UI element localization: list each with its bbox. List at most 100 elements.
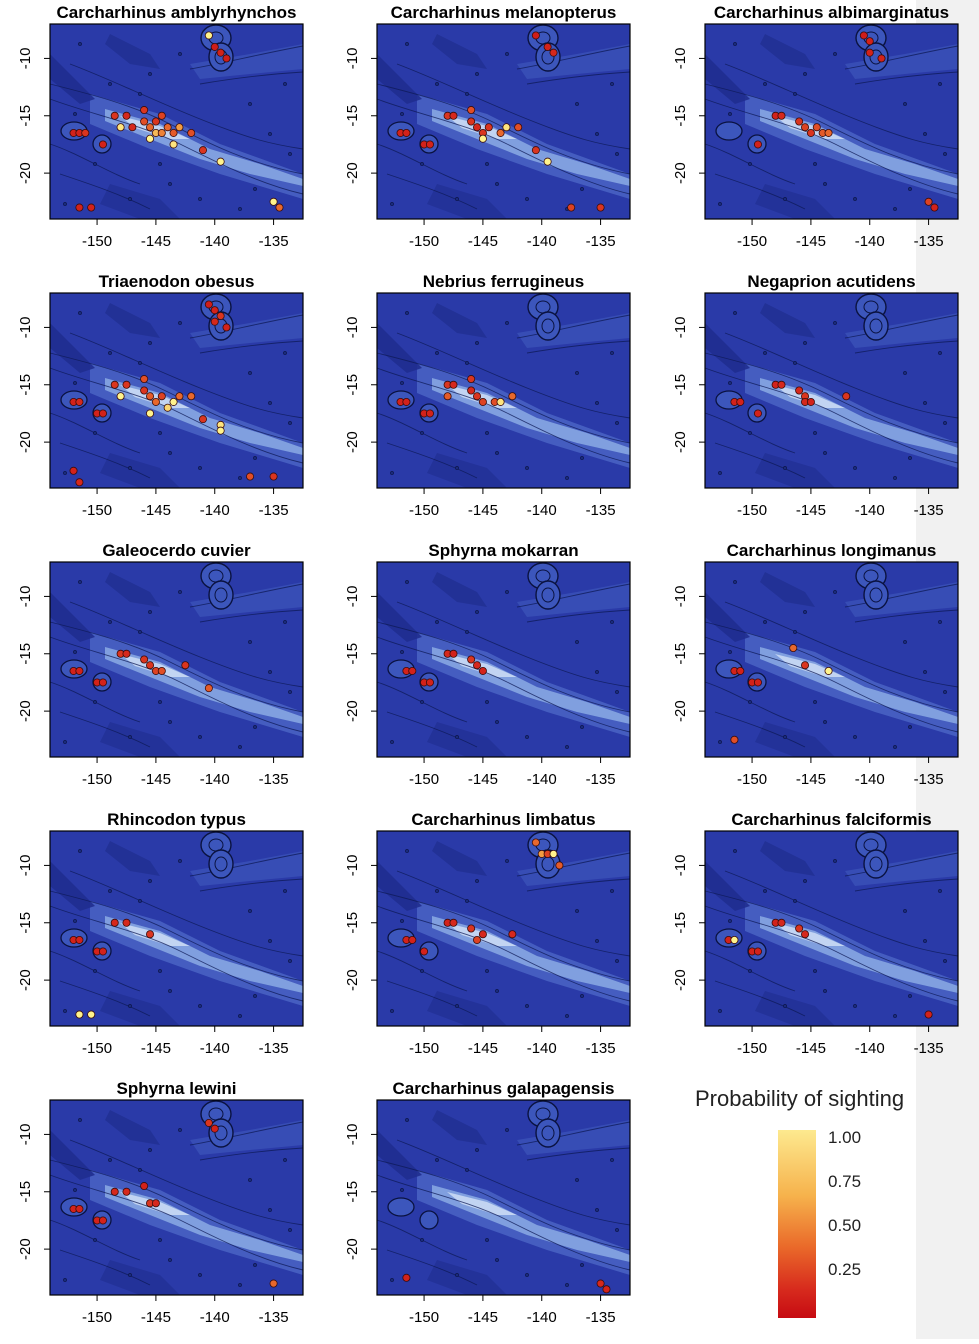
sighting-point bbox=[753, 947, 762, 956]
sighting-point bbox=[801, 123, 810, 132]
x-tick-label: -150 bbox=[409, 1309, 439, 1326]
x-tick-label: -145 bbox=[796, 502, 826, 519]
sighting-point bbox=[87, 1010, 96, 1019]
x-tick-label: -135 bbox=[259, 233, 289, 250]
y-tick-label: -10 bbox=[672, 586, 689, 608]
y-tick-label: -10 bbox=[344, 1124, 361, 1146]
legend-colorbar bbox=[778, 1130, 816, 1318]
sighting-point bbox=[484, 123, 493, 132]
sighting-point bbox=[210, 317, 219, 326]
x-tick-label: -140 bbox=[200, 1309, 230, 1326]
plot-area: Carcharhinus limbatus -150 -145 -140 -135 -10… bbox=[344, 810, 631, 1057]
x-tick-label: -145 bbox=[468, 502, 498, 519]
sighting-point bbox=[508, 392, 517, 401]
sighting-point bbox=[204, 1118, 213, 1127]
sighting-point bbox=[473, 392, 482, 401]
x-tick-label: -145 bbox=[141, 1309, 171, 1326]
sighting-point bbox=[75, 478, 84, 487]
sighting-point bbox=[146, 392, 155, 401]
map-panel: Negaprion acutidens -150 -145 -140 -135 -10 -1… bbox=[655, 269, 975, 537]
y-tick-label: -15 bbox=[672, 374, 689, 396]
map-panel-svg: Galeocerdo cuvier -150 -145 -140 -135 -10 -15 -… bbox=[17, 541, 304, 788]
sighting-point bbox=[496, 397, 505, 406]
sighting-point bbox=[163, 403, 172, 412]
sighting-point bbox=[602, 1285, 611, 1294]
y-tick-label: -15 bbox=[17, 1181, 34, 1203]
sighting-point bbox=[110, 380, 119, 389]
sighting-point bbox=[449, 918, 458, 927]
map-panel: Carcharhinus albimarginatus -150 -145 -140 -… bbox=[655, 0, 975, 268]
sighting-point bbox=[753, 409, 762, 418]
sighting-point bbox=[531, 838, 540, 847]
sighting-point bbox=[777, 918, 786, 927]
sighting-point bbox=[425, 678, 434, 687]
plot-area: Carcharhinus falciformis -150 -145 -140 -135… bbox=[672, 810, 959, 1057]
y-tick-label: -15 bbox=[17, 374, 34, 396]
panel-title: Nebrius ferrugineus bbox=[423, 272, 585, 291]
x-tick-label: -150 bbox=[409, 502, 439, 519]
sighting-point bbox=[924, 197, 933, 206]
sighting-point bbox=[198, 146, 207, 155]
sighting-point bbox=[449, 380, 458, 389]
sighting-point bbox=[98, 409, 107, 418]
sighting-point bbox=[478, 930, 487, 939]
sighting-point bbox=[116, 123, 125, 132]
map-panel: Carcharhinus limbatus -150 -145 -140 -135 -10… bbox=[327, 807, 647, 1075]
sighting-point bbox=[122, 649, 131, 658]
map-panel: Carcharhinus longimanus -150 -145 -140 -135 -… bbox=[655, 538, 975, 806]
x-tick-label: -140 bbox=[527, 771, 557, 788]
sighting-point bbox=[567, 203, 576, 212]
sighting-point bbox=[596, 1279, 605, 1288]
sighting-point bbox=[216, 48, 225, 57]
x-tick-label: -150 bbox=[82, 502, 112, 519]
y-tick-label: -10 bbox=[17, 317, 34, 339]
x-tick-label: -145 bbox=[468, 1040, 498, 1057]
map-panel-svg: Carcharhinus galapagensis -150 -145 -140 -13… bbox=[344, 1079, 631, 1326]
map-panel: Carcharhinus falciformis -150 -145 -140 -135… bbox=[655, 807, 975, 1075]
y-tick-label: -15 bbox=[672, 912, 689, 934]
y-tick-label: -20 bbox=[672, 969, 689, 991]
panel-title: Carcharhinus longimanus bbox=[727, 541, 937, 560]
x-tick-label: -145 bbox=[468, 1309, 498, 1326]
sighting-point bbox=[789, 644, 798, 653]
x-tick-label: -140 bbox=[200, 771, 230, 788]
x-tick-label: -135 bbox=[914, 502, 944, 519]
y-tick-label: -10 bbox=[672, 317, 689, 339]
sighting-point bbox=[110, 111, 119, 120]
sighting-point bbox=[402, 128, 411, 137]
x-tick-label: -140 bbox=[200, 1040, 230, 1057]
y-tick-label: -15 bbox=[17, 912, 34, 934]
sighting-point bbox=[555, 861, 564, 870]
sighting-point bbox=[210, 42, 219, 51]
x-tick-label: -135 bbox=[914, 1040, 944, 1057]
sighting-point bbox=[795, 117, 804, 126]
map-panel: Carcharhinus melanopterus -150 -145 -140 -13… bbox=[327, 0, 647, 268]
x-tick-label: -150 bbox=[409, 233, 439, 250]
sighting-point bbox=[169, 128, 178, 137]
panel-title: Carcharhinus melanopterus bbox=[391, 3, 617, 22]
sighting-point bbox=[859, 31, 868, 40]
y-tick-label: -20 bbox=[344, 431, 361, 453]
y-tick-label: -20 bbox=[344, 1238, 361, 1260]
sighting-point bbox=[736, 397, 745, 406]
sighting-point bbox=[181, 661, 190, 670]
plot-area: Carcharhinus longimanus -150 -145 -140 -135 -… bbox=[672, 541, 959, 788]
sighting-point bbox=[146, 134, 155, 143]
sighting-point bbox=[467, 924, 476, 933]
sighting-point bbox=[210, 1124, 219, 1133]
sighting-point bbox=[753, 140, 762, 149]
x-tick-label: -140 bbox=[527, 1040, 557, 1057]
y-tick-label: -10 bbox=[344, 317, 361, 339]
x-tick-label: -145 bbox=[796, 771, 826, 788]
sighting-point bbox=[865, 48, 874, 57]
x-tick-label: -140 bbox=[527, 1309, 557, 1326]
plot-area: Carcharhinus amblyrhynchos -150 -145 -140 -1… bbox=[17, 3, 304, 250]
sighting-point bbox=[146, 409, 155, 418]
map-panel-svg: Carcharhinus albimarginatus -150 -145 -140 -… bbox=[672, 3, 959, 250]
legend-title: Probability of sighting bbox=[695, 1086, 905, 1111]
y-tick-label: -10 bbox=[17, 855, 34, 877]
x-tick-label: -145 bbox=[141, 233, 171, 250]
sighting-point bbox=[801, 930, 810, 939]
sighting-point bbox=[478, 134, 487, 143]
y-tick-label: -15 bbox=[672, 105, 689, 127]
